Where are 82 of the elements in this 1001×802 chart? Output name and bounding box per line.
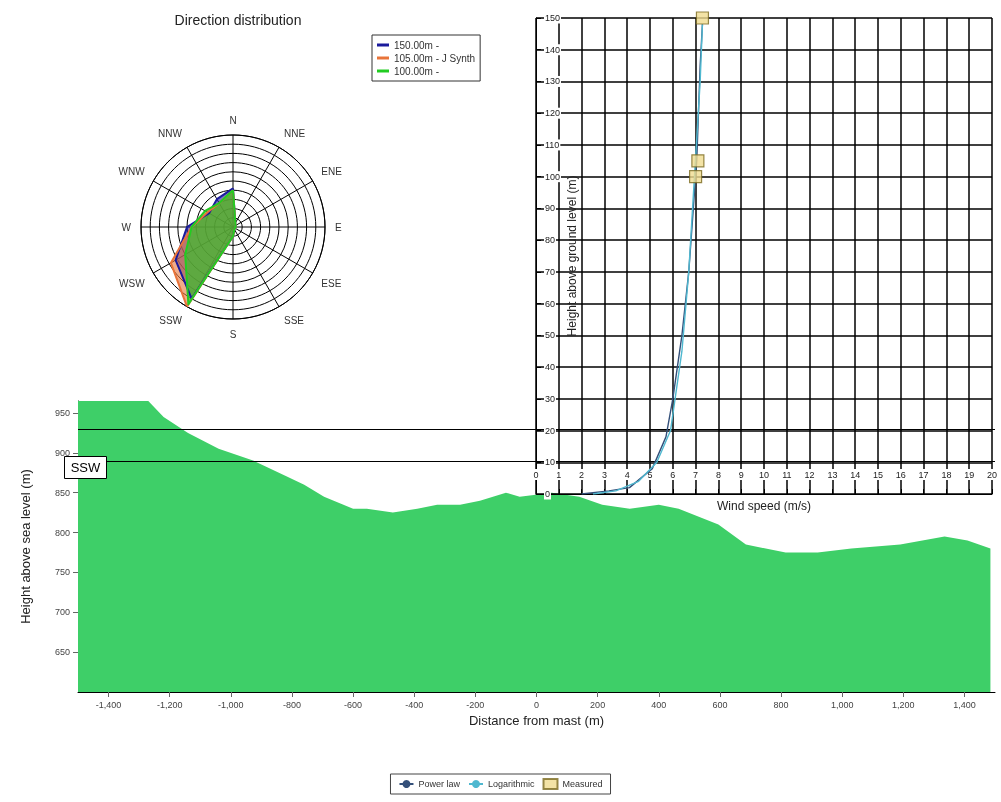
x-tick-label: -400	[405, 699, 424, 710]
y-tick-label: 30	[545, 393, 556, 404]
x-tick-label: 11	[782, 469, 792, 480]
x-tick-label: 18	[941, 469, 952, 480]
x-tick-label: 20	[986, 469, 997, 480]
x-tick-label: 15	[872, 469, 883, 480]
x-tick-label: 3	[601, 469, 607, 480]
y-tick-label: 100	[545, 171, 561, 182]
x-tick-label: 0	[533, 469, 539, 480]
spoke-label: N	[229, 114, 237, 126]
spoke-label: NNW	[158, 128, 183, 140]
x-tick-label: 17	[918, 469, 929, 480]
spoke-label: SSE	[284, 314, 305, 326]
y-tick-label: 70	[545, 266, 556, 277]
x-axis-title: Wind speed (m/s)	[716, 498, 812, 513]
x-tick-label: -600	[344, 699, 363, 710]
x-axis-title: Distance from mast (m)	[468, 713, 605, 728]
x-tick-label: 800	[773, 699, 789, 710]
legend-label: 150.00m -	[394, 39, 440, 51]
legend-label: Logarithmic	[487, 779, 536, 789]
x-tick-label: 1,400	[953, 699, 976, 710]
y-tick-label: 850	[54, 487, 70, 498]
x-tick-label: 4	[624, 469, 630, 480]
x-tick-label: 19	[964, 469, 975, 480]
y-tick-label: 700	[54, 607, 70, 618]
y-tick-label: 90	[545, 203, 556, 214]
y-tick-label: 120	[545, 108, 561, 119]
x-tick-label: 14	[850, 469, 861, 480]
y-tick-label: 800	[54, 527, 70, 538]
x-tick-label: 8	[715, 469, 721, 480]
spoke-label: WNW	[118, 165, 146, 177]
x-tick-label: -800	[282, 699, 301, 710]
legend-label: 100.00m -	[394, 65, 440, 77]
x-tick-label: 1,000	[830, 699, 854, 710]
y-tick-label: 40	[545, 362, 556, 373]
x-tick-label: 12	[804, 469, 815, 480]
spoke-label: W	[121, 221, 132, 233]
x-tick-label: 13	[827, 469, 838, 480]
x-tick-label: 400	[651, 699, 667, 710]
y-tick-label: 20	[545, 425, 556, 436]
x-tick-label: 6	[670, 469, 676, 480]
x-tick-label: -1,400	[95, 699, 122, 710]
x-tick-label: -1,200	[156, 699, 183, 710]
x-tick-label: 0	[533, 699, 540, 710]
chart-title: Direction distribution	[174, 12, 302, 28]
y-tick-label: 110	[545, 139, 560, 150]
y-tick-label: 60	[545, 298, 556, 309]
x-tick-label: 7	[693, 469, 699, 480]
x-tick-label: -1,000	[218, 699, 244, 710]
x-tick-label: 10	[758, 469, 770, 480]
spoke-label: WSW	[119, 277, 146, 289]
y-tick-label: 140	[545, 44, 561, 55]
x-tick-label: 200	[590, 699, 606, 710]
x-tick-label: 5	[647, 469, 653, 480]
y-tick-label: 650	[54, 647, 70, 658]
legend-label: 105.00m - J Synth	[394, 52, 476, 64]
x-tick-label: 1	[556, 469, 562, 480]
spoke-label: NNE	[284, 128, 306, 140]
spoke-label: ENE	[321, 165, 343, 177]
legend-label: Power law	[418, 779, 461, 789]
spoke-label: E	[335, 221, 342, 233]
x-tick-label: 9	[738, 469, 744, 480]
spoke-label: ESE	[321, 277, 342, 289]
x-tick-label: 16	[895, 469, 906, 480]
y-axis-title: Height above sea level (m)	[18, 469, 33, 624]
y-tick-label: 150	[545, 13, 561, 23]
x-tick-label: 1,200	[892, 699, 915, 710]
x-tick-label: 2	[579, 469, 585, 480]
spoke-label: S	[229, 328, 237, 340]
x-tick-label: 600	[712, 699, 728, 710]
x-tick-label: -200	[466, 699, 485, 710]
y-tick-label: 750	[54, 567, 70, 578]
y-tick-label: 900	[54, 447, 70, 458]
y-tick-label: 0	[545, 489, 551, 499]
annotation: SSW	[70, 460, 102, 475]
y-tick-label: 10	[545, 457, 556, 468]
y-tick-label: 50	[545, 330, 556, 341]
legend-label: Measured	[562, 779, 603, 789]
y-tick-label: 130	[545, 76, 561, 87]
y-tick-label: 80	[545, 235, 556, 246]
y-tick-label: 950	[54, 407, 70, 418]
spoke-label: SSW	[159, 314, 183, 326]
